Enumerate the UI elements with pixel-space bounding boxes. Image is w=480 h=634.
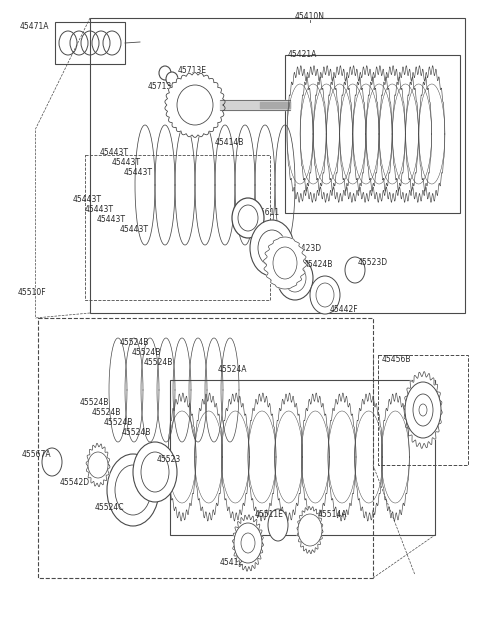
Polygon shape: [404, 372, 442, 448]
Ellipse shape: [159, 66, 171, 80]
Text: 45511E: 45511E: [255, 510, 284, 519]
Ellipse shape: [88, 452, 108, 478]
Polygon shape: [232, 515, 264, 571]
Bar: [55, 22, 125, 64]
Polygon shape: [86, 443, 110, 487]
Ellipse shape: [298, 514, 322, 546]
Text: 45443T: 45443T: [124, 168, 153, 177]
Text: 45523: 45523: [157, 455, 181, 464]
Text: 45471A: 45471A: [20, 22, 49, 31]
Text: 45443T: 45443T: [112, 158, 141, 167]
Text: 45443T: 45443T: [85, 205, 114, 214]
Text: 45524B: 45524B: [80, 398, 109, 407]
Text: 45524B: 45524B: [92, 408, 121, 417]
Ellipse shape: [238, 205, 258, 231]
Text: 45611: 45611: [256, 208, 280, 217]
Ellipse shape: [268, 509, 288, 541]
Text: 45443T: 45443T: [97, 215, 126, 224]
Ellipse shape: [177, 85, 213, 125]
Text: 45456B: 45456B: [382, 355, 411, 364]
Polygon shape: [297, 507, 323, 553]
Text: 45524B: 45524B: [120, 338, 149, 347]
Ellipse shape: [316, 283, 334, 307]
Text: 45422: 45422: [264, 228, 288, 237]
Text: 45524A: 45524A: [218, 365, 248, 374]
Bar: [90, 18, 465, 313]
Ellipse shape: [166, 72, 178, 86]
Bar: [285, 55, 460, 213]
Text: 45524B: 45524B: [132, 348, 161, 357]
Text: 45524B: 45524B: [122, 428, 151, 437]
Ellipse shape: [405, 382, 441, 438]
Text: 45412: 45412: [220, 558, 244, 567]
Text: 45713E: 45713E: [148, 82, 177, 91]
Text: 45567A: 45567A: [22, 450, 52, 459]
Text: 45443T: 45443T: [73, 195, 102, 204]
Bar: [378, 355, 468, 465]
Ellipse shape: [413, 394, 433, 426]
Ellipse shape: [107, 454, 159, 526]
Ellipse shape: [284, 264, 306, 292]
Text: 45442F: 45442F: [330, 305, 359, 314]
Ellipse shape: [42, 448, 62, 476]
Text: 45510F: 45510F: [18, 288, 47, 297]
Text: 45421A: 45421A: [288, 50, 317, 59]
Text: 45414B: 45414B: [215, 138, 244, 147]
Bar: [38, 318, 373, 578]
Text: 45514A: 45514A: [318, 510, 348, 519]
Text: 45443T: 45443T: [120, 225, 149, 234]
Text: 45542D: 45542D: [60, 478, 90, 487]
Text: 45423D: 45423D: [292, 244, 322, 253]
Text: 45713E: 45713E: [178, 66, 207, 75]
Ellipse shape: [345, 257, 365, 283]
Ellipse shape: [258, 230, 286, 266]
Ellipse shape: [232, 198, 264, 238]
Bar: [170, 380, 435, 535]
Ellipse shape: [310, 276, 340, 314]
Text: 45524B: 45524B: [144, 358, 173, 367]
Polygon shape: [264, 237, 307, 289]
Ellipse shape: [277, 256, 313, 300]
Bar: [85, 155, 270, 300]
Ellipse shape: [133, 442, 177, 502]
Ellipse shape: [273, 247, 297, 279]
Text: 45524C: 45524C: [95, 503, 124, 512]
Text: 45410N: 45410N: [295, 12, 325, 21]
Ellipse shape: [234, 523, 262, 563]
Ellipse shape: [141, 452, 169, 492]
Text: 45424B: 45424B: [304, 260, 334, 269]
Text: 45523D: 45523D: [358, 258, 388, 267]
Ellipse shape: [241, 533, 255, 553]
Ellipse shape: [115, 465, 151, 515]
Text: 45524B: 45524B: [104, 418, 133, 427]
Text: 45443T: 45443T: [100, 148, 129, 157]
Polygon shape: [165, 73, 225, 138]
Ellipse shape: [250, 220, 294, 276]
Ellipse shape: [419, 404, 427, 416]
